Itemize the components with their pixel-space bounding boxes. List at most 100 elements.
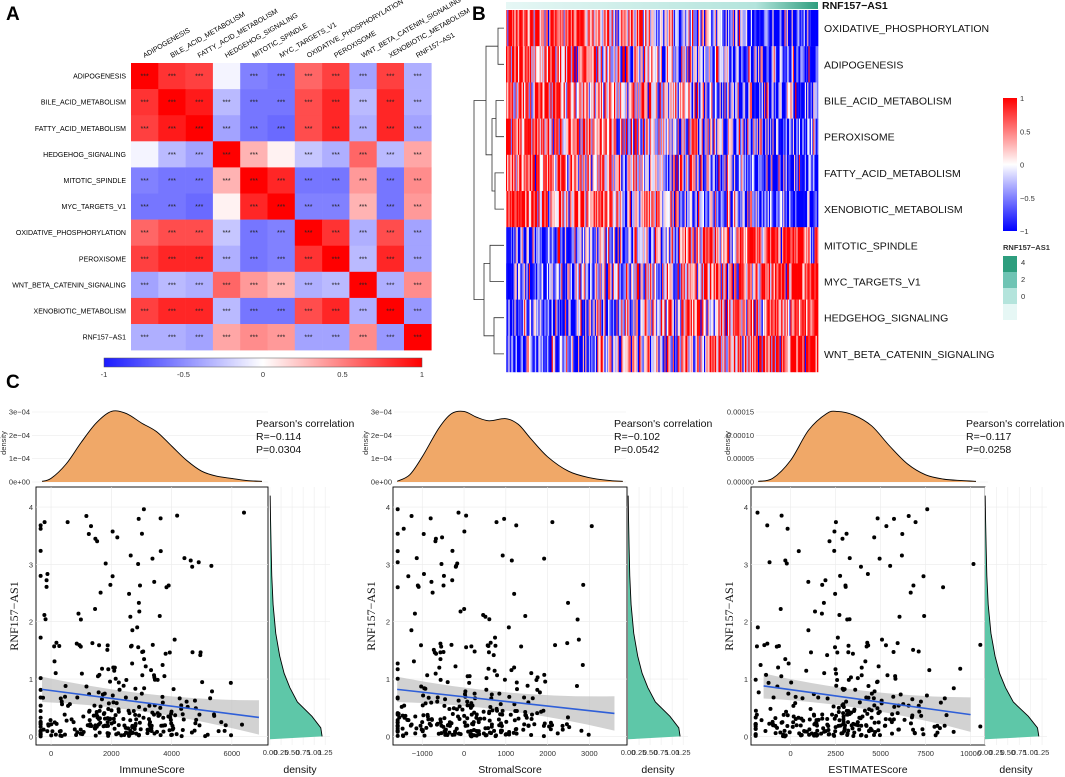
heat-cell <box>591 191 593 228</box>
heat-cell <box>706 154 708 192</box>
scatter-ytick: 4 <box>29 503 33 512</box>
scatter-point <box>756 690 761 695</box>
heat-cell <box>713 335 716 373</box>
heat-cell <box>783 227 785 264</box>
heat-cell <box>803 154 806 192</box>
heat-cell <box>748 191 750 228</box>
heat-cell <box>802 191 804 228</box>
scatter-ytick: 3 <box>29 560 33 569</box>
heat-cell <box>717 154 719 192</box>
heat-cell <box>640 227 642 264</box>
side-density-xtick: 0.75 <box>296 748 311 757</box>
scatter-point <box>160 700 165 705</box>
scatter-point <box>182 556 187 561</box>
heat-cell <box>701 335 704 373</box>
scatter-point <box>128 644 133 649</box>
heat-cell <box>530 335 532 373</box>
scatter-point <box>793 694 798 699</box>
heat-cell <box>737 82 740 119</box>
heat-cell <box>705 299 707 336</box>
heat-cell <box>794 299 796 336</box>
scatter-xtick: 6000 <box>224 749 241 758</box>
heat-cell <box>588 227 591 264</box>
corr-cell <box>322 245 350 273</box>
heat-cell <box>705 263 707 300</box>
heat-cell <box>586 82 588 119</box>
scatter-point <box>447 707 452 712</box>
heat-cell <box>665 82 668 119</box>
heat-cell <box>710 118 712 155</box>
heat-cell <box>699 263 701 300</box>
heat-cell <box>701 299 704 336</box>
scatter-point <box>500 712 505 717</box>
heat-cell <box>542 154 544 192</box>
heat-cell <box>604 10 606 47</box>
heat-cell <box>788 82 790 119</box>
corr-col-label: WNT_BETA_CATENIN_SIGNALING <box>361 0 463 60</box>
side-density-xtick: 0.50 <box>643 748 658 757</box>
scatter-point <box>814 721 819 726</box>
heat-cell <box>578 263 580 300</box>
heat-cell <box>653 46 656 83</box>
heat-cell <box>528 263 531 300</box>
heat-cell <box>711 154 713 192</box>
corr-sig-label: *** <box>250 100 258 107</box>
corr-cell <box>158 219 186 246</box>
heat-cell <box>682 82 684 119</box>
heat-cell <box>767 191 770 228</box>
heat-cell <box>759 118 761 155</box>
heat-cell <box>642 154 645 192</box>
heat-cell <box>617 118 620 155</box>
annotation-label: RNF157−AS1 <box>822 0 888 12</box>
heat-cell <box>669 335 671 373</box>
heat-cell <box>695 263 698 300</box>
heat-cell <box>724 10 726 47</box>
scatter-point <box>54 640 59 645</box>
heat-cell <box>683 154 686 192</box>
heat-cell <box>596 118 598 155</box>
scatter-point <box>409 722 414 727</box>
heat-cell <box>719 335 722 373</box>
heat-cell <box>522 154 525 192</box>
heat-cell <box>766 227 768 264</box>
heat-cell <box>683 335 686 373</box>
heat-cell <box>573 10 575 47</box>
corr-cell <box>349 324 377 351</box>
scatter-point <box>105 720 110 725</box>
heat-cell <box>737 299 740 336</box>
heat-cell <box>804 227 807 264</box>
heat-cell <box>579 10 581 47</box>
heat-cell <box>574 82 576 119</box>
heat-cell <box>518 118 520 155</box>
heat-cell <box>664 82 666 119</box>
heat-cell <box>806 154 808 192</box>
scatter-point <box>142 686 147 691</box>
heat-cell <box>507 10 509 47</box>
heat-cell <box>594 191 597 228</box>
heat-cell <box>806 263 808 300</box>
scatter-point <box>395 507 400 512</box>
heat-cell <box>810 10 813 47</box>
scatter-point <box>891 694 896 699</box>
heat-cell <box>544 227 546 264</box>
corr-sig-label: *** <box>386 335 394 342</box>
scatter-point <box>200 680 205 685</box>
heat-cell <box>629 118 632 155</box>
corr-sig-label: *** <box>250 308 258 315</box>
heat-cell <box>812 154 814 192</box>
annotation-bar <box>506 2 818 9</box>
scatter-point <box>514 731 519 736</box>
scatter-point <box>838 723 843 728</box>
heat-cell <box>777 299 779 336</box>
heat-cell <box>563 335 566 373</box>
heat-cell <box>550 46 552 83</box>
heat-cell <box>807 10 809 47</box>
scatter-point <box>447 720 452 725</box>
heat-cell <box>650 82 652 119</box>
heat-cell <box>681 154 683 192</box>
heat-cell <box>684 227 687 264</box>
heat-cell <box>698 191 700 228</box>
heat-cell <box>711 118 713 155</box>
heat-cell <box>698 82 700 119</box>
